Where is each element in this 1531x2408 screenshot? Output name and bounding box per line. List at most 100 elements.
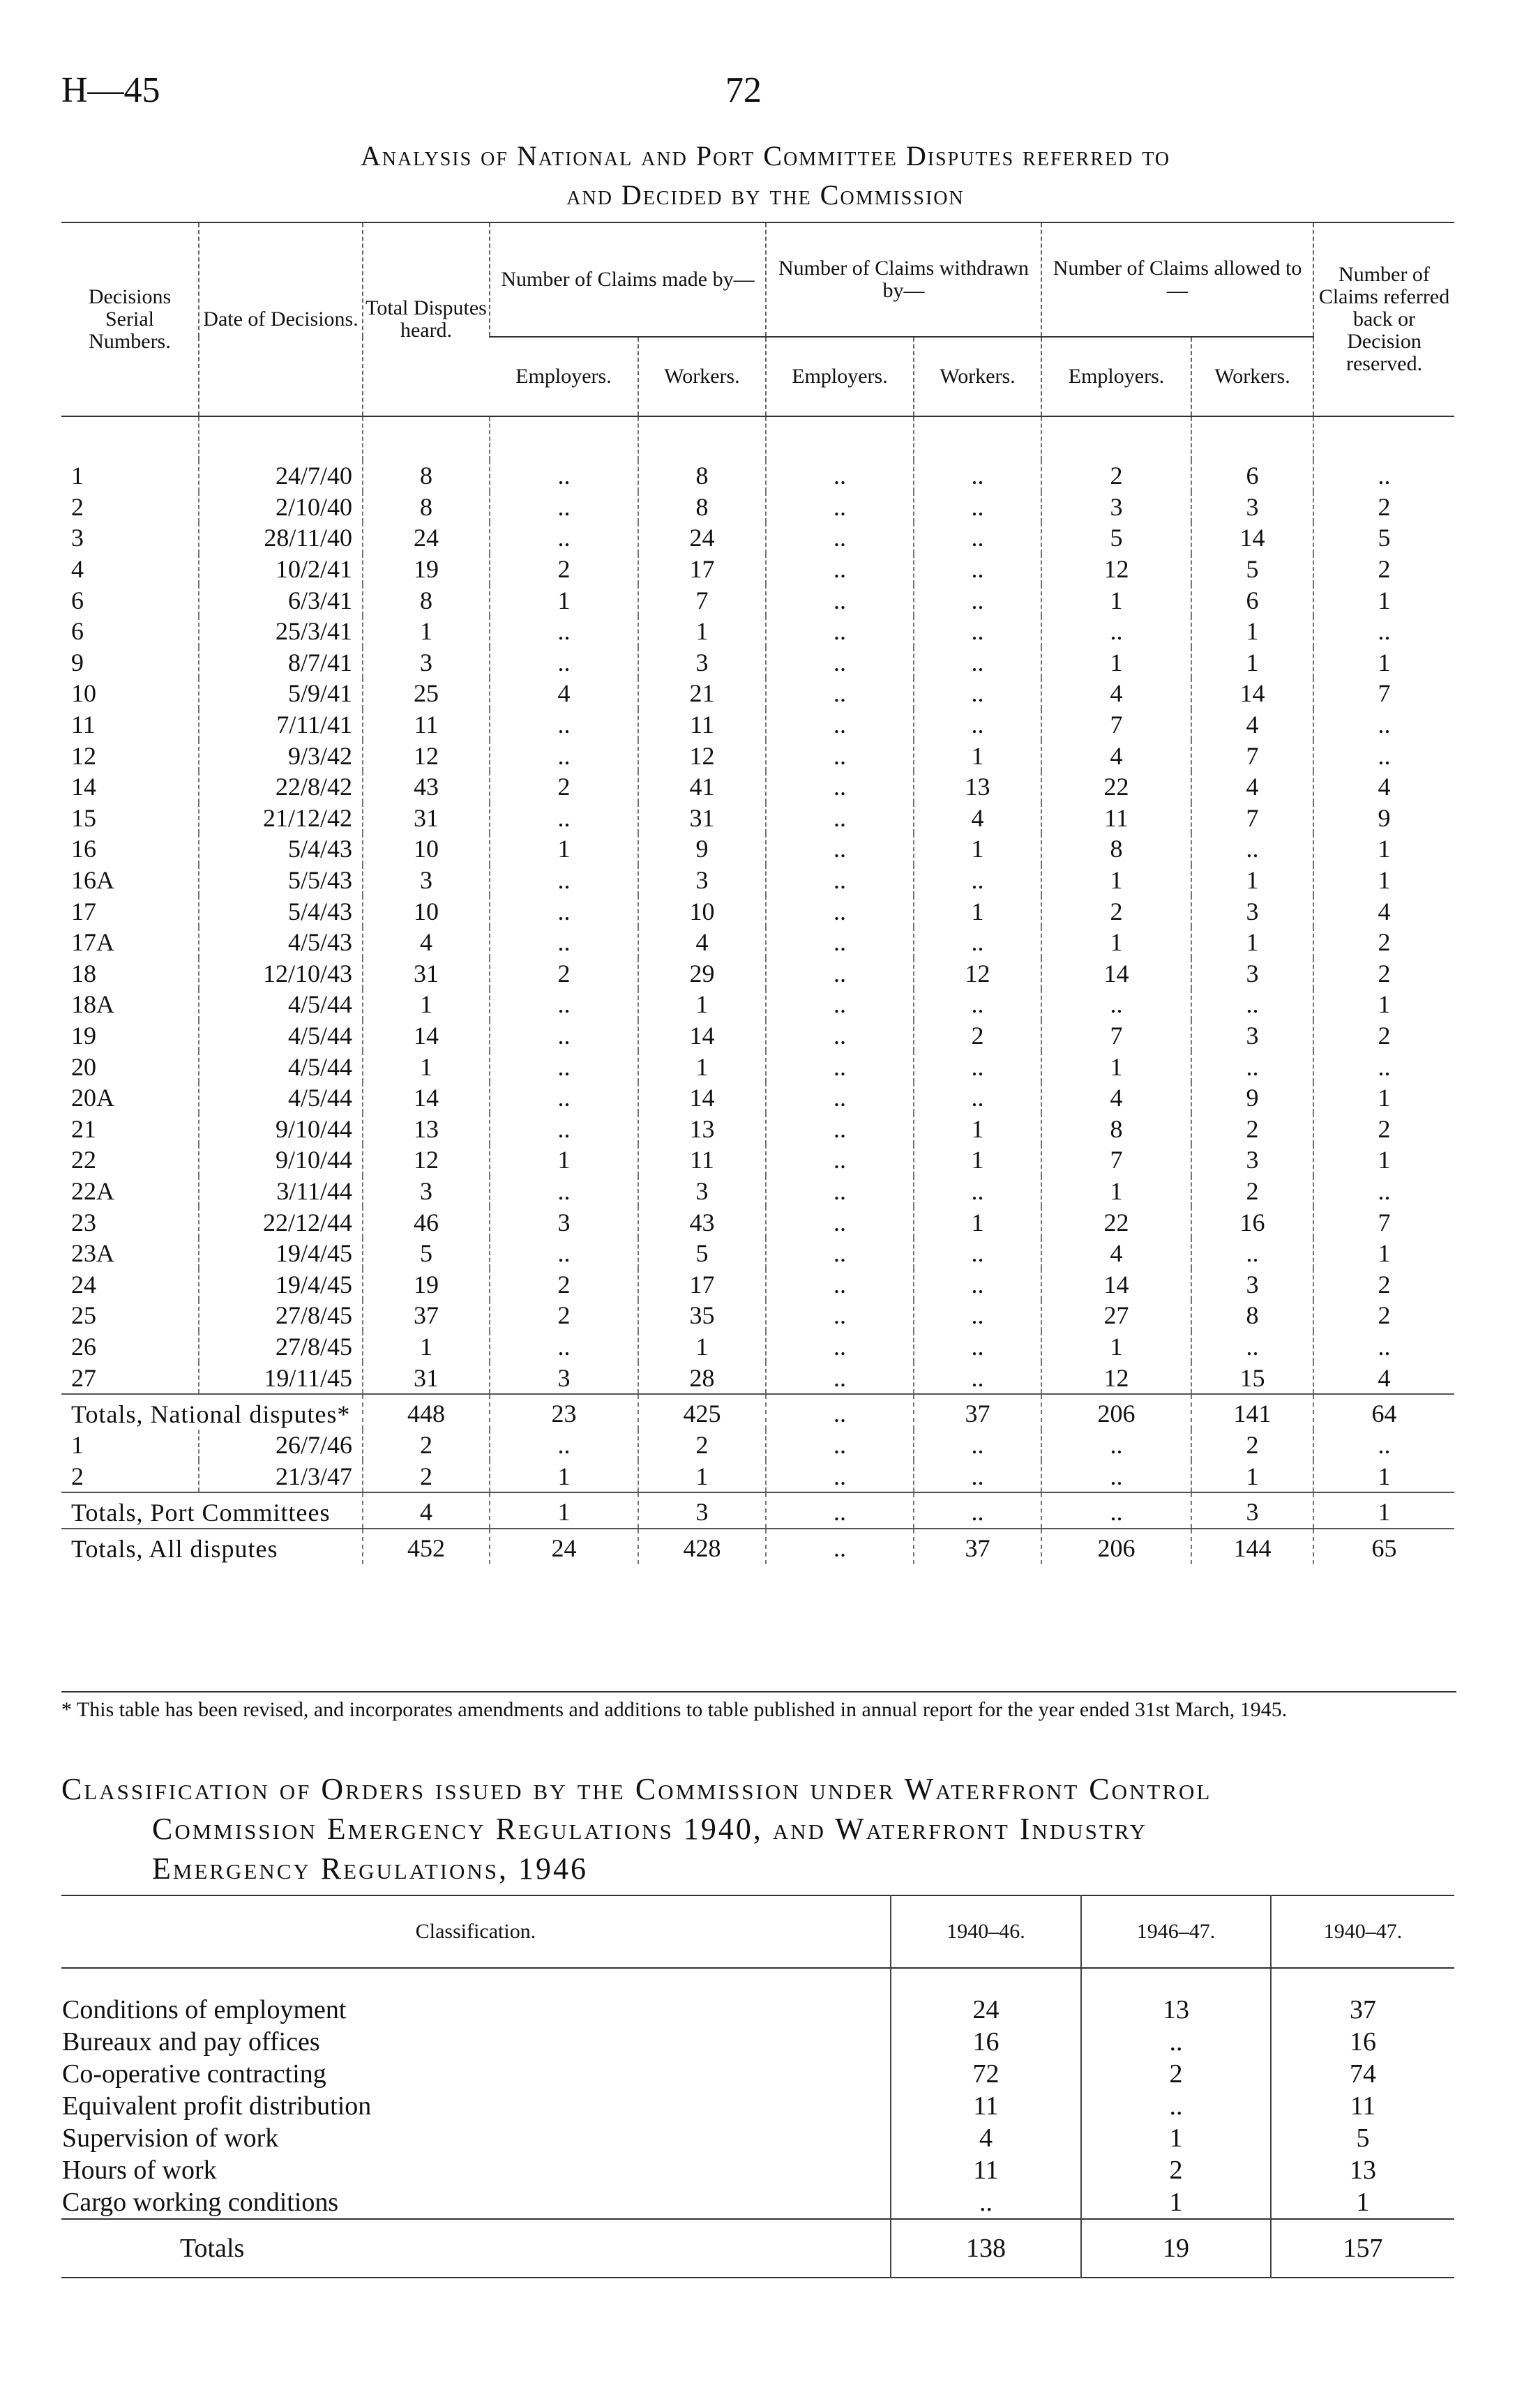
cell-total: 31 xyxy=(362,1362,490,1394)
cell-allowed-workers: 1 xyxy=(1191,615,1314,647)
cell-allowed-workers: 7 xyxy=(1191,740,1314,771)
cell-classification: Co-operative contracting xyxy=(62,2059,326,2089)
cell-referred: 2 xyxy=(1313,491,1455,523)
table-row: 20A 4/5/44 14.. 14.... 4 9 1 xyxy=(61,1082,1455,1114)
totals-row: Totals 138 19 157 xyxy=(61,2218,1454,2278)
cell-allowed-workers: 1 xyxy=(1191,1460,1314,1492)
cell-made-employers: 2 xyxy=(489,1269,638,1301)
header-withdrawn-employers: Employers. xyxy=(765,336,914,416)
cell-1940-47: 11 xyxy=(1270,2090,1454,2122)
cell-withdrawn-employers: .. xyxy=(765,1429,914,1461)
table-row: Bureaux and pay offices 16.. 16 xyxy=(61,2026,1454,2058)
cell-made-workers: 3 xyxy=(638,1492,766,1529)
cell-made-workers: 31 xyxy=(638,802,766,834)
cell-serial: 17A xyxy=(71,928,114,957)
cell-made-employers: .. xyxy=(489,1113,638,1145)
cell-withdrawn-employers: .. xyxy=(765,864,914,896)
cell-referred: 2 xyxy=(1313,957,1455,990)
cell-referred: .. xyxy=(1313,1051,1455,1082)
cell-date: 22/12/44 xyxy=(198,1206,363,1238)
header-date: Date of Decisions. xyxy=(198,222,363,416)
cell-allowed-employers: 7 xyxy=(1041,1020,1192,1052)
cell-allowed-workers: 15 xyxy=(1191,1362,1314,1394)
cell-referred: 4 xyxy=(1313,771,1455,803)
cell-made-workers: 17 xyxy=(638,553,766,585)
cell-date: 27/8/45 xyxy=(198,1300,363,1331)
cell-referred: .. xyxy=(1313,460,1455,492)
cell-withdrawn-employers: .. xyxy=(765,1492,914,1529)
cell-withdrawn-employers: .. xyxy=(765,646,914,679)
cell-total: 24 xyxy=(362,522,490,554)
cell-date: 4/5/44 xyxy=(198,1082,363,1114)
cell-withdrawn-employers: .. xyxy=(765,989,914,1020)
header-1940-47: 1940–47. xyxy=(1270,1895,1454,1969)
cell-total: 25 xyxy=(362,678,490,709)
header-allowed-workers: Workers. xyxy=(1191,336,1314,416)
table-row: 18A 4/5/44 1.. 1........ 1 xyxy=(61,989,1455,1020)
cell-withdrawn-workers: .. xyxy=(912,553,1042,585)
cell-withdrawn-workers: 13 xyxy=(912,771,1042,803)
cell-made-employers: .. xyxy=(489,1237,638,1269)
cell-made-workers: 3 xyxy=(638,646,766,679)
cell-referred: 1 xyxy=(1313,646,1455,679)
cell-made-workers: 14 xyxy=(638,1020,766,1052)
header-serial: Decisions Serial Numbers. xyxy=(88,285,172,353)
cell-withdrawn-employers: .. xyxy=(765,615,914,647)
cell-serial: 10 xyxy=(71,679,96,708)
cell-1940-46: 11 xyxy=(890,2154,1081,2186)
cell-allowed-workers: .. xyxy=(1191,1051,1314,1082)
table-row: 4 10/2/41 19 2 17.... 12 5 2 xyxy=(61,553,1455,585)
cell-made-employers: .. xyxy=(489,522,638,554)
cell-allowed-employers: 206 xyxy=(1041,1528,1192,1564)
cell-made-workers: 1 xyxy=(638,615,766,647)
cell-withdrawn-employers: .. xyxy=(765,1269,914,1301)
cell-date: 24/7/40 xyxy=(198,460,363,492)
cell-referred: 1 xyxy=(1313,1492,1455,1529)
cell-serial: 16 xyxy=(71,835,96,863)
cell-1946-47: 2 xyxy=(1080,2058,1271,2090)
totals-label: Totals, All disputes xyxy=(61,1528,363,1564)
footnote: * This table has been revised, and incor… xyxy=(61,1691,1456,1723)
cell-allowed-workers: .. xyxy=(1191,833,1314,865)
cell-1946-47: .. xyxy=(1080,2090,1271,2122)
cell-date: 22/8/42 xyxy=(198,771,363,803)
cell-allowed-workers: 2 xyxy=(1191,1113,1314,1145)
cell-withdrawn-workers: .. xyxy=(912,1269,1042,1301)
cell-total: 19 xyxy=(362,553,490,585)
cell-withdrawn-employers: .. xyxy=(765,678,914,709)
cell-total: 13 xyxy=(362,1113,490,1145)
cell-serial: 25 xyxy=(71,1301,96,1330)
cell-serial: 20 xyxy=(71,1052,96,1081)
cell-withdrawn-employers: .. xyxy=(765,1331,914,1363)
cell-total: 4 xyxy=(362,926,490,958)
cell-classification: Conditions of employment xyxy=(62,1995,347,2024)
cell-withdrawn-employers: .. xyxy=(765,957,914,990)
cell-serial: 27 xyxy=(71,1363,96,1392)
cell-made-employers: .. xyxy=(489,926,638,958)
cell-serial: 1 xyxy=(71,462,84,490)
totals-row: Totals, All disputes 452 24 428.. 37 206 144 65 xyxy=(61,1528,1455,1564)
cell-withdrawn-employers: .. xyxy=(765,1393,914,1430)
cell-withdrawn-workers: .. xyxy=(912,864,1042,896)
table-row: 11 7/11/41 11.. 11.... 7 4.. xyxy=(61,709,1455,741)
cell-withdrawn-employers: .. xyxy=(765,1528,914,1564)
table-row: 24 19/4/45 19 2 17.... 14 3 2 xyxy=(61,1269,1455,1301)
cell-total: 8 xyxy=(362,460,490,492)
cell-allowed-workers: 3 xyxy=(1191,895,1314,927)
cell-serial: 19 xyxy=(71,1021,96,1050)
cell-withdrawn-workers: .. xyxy=(912,584,1042,616)
cell-withdrawn-workers: .. xyxy=(912,678,1042,709)
cell-serial: 18A xyxy=(71,990,114,1019)
totals-row: Totals, Port Committees 4 1 3...... 3 1 xyxy=(61,1492,1455,1529)
cell-made-workers: 11 xyxy=(638,709,766,741)
cell-1946-47: .. xyxy=(1080,2026,1271,2058)
cell-serial: 11 xyxy=(71,711,96,739)
cell-total: 4 xyxy=(362,1492,490,1529)
cell-made-employers: .. xyxy=(489,646,638,679)
totals-label: Totals, National disputes* xyxy=(61,1393,363,1430)
cell-allowed-employers: 1 xyxy=(1041,864,1192,896)
table-row: Supervision of work 4 1 5 xyxy=(61,2122,1454,2154)
cell-allowed-employers: 1 xyxy=(1041,926,1192,958)
cell-referred: 1 xyxy=(1313,1082,1455,1114)
cell-total: 14 xyxy=(362,1020,490,1052)
